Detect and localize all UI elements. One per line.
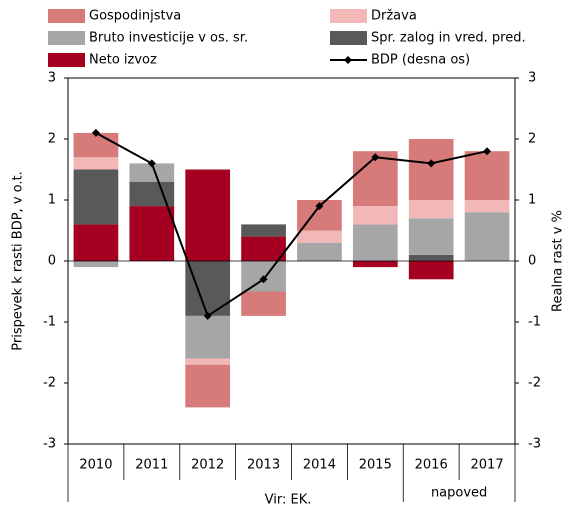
- line-marker: [315, 202, 324, 211]
- legend-swatch: [48, 53, 85, 67]
- bar-segment: [464, 151, 510, 200]
- legend-label: Spr. zalog in vred. pred.: [371, 31, 526, 46]
- line-series: [95, 132, 488, 318]
- bar-segment: [241, 236, 286, 261]
- x-tick-label: 2010: [79, 458, 112, 473]
- x-tick-label: 2017: [471, 458, 504, 473]
- bar-segment: [241, 291, 286, 316]
- bar-segment: [185, 261, 231, 316]
- x-tick-label: 2011: [135, 458, 168, 473]
- x-tick-label: 2012: [191, 458, 224, 473]
- bar-segment: [352, 261, 398, 268]
- bar-segment: [408, 139, 454, 200]
- bar-segment: [73, 224, 119, 261]
- bar-segment: [73, 157, 119, 170]
- line-marker: [147, 159, 156, 168]
- line-marker: [371, 153, 380, 162]
- bar-segment: [73, 169, 119, 225]
- legend-label: Neto izvoz: [89, 53, 157, 68]
- legend-label: Bruto investicije v os. sr.: [89, 31, 248, 46]
- bar-segment: [464, 200, 510, 213]
- y-tick-label: 2: [48, 132, 56, 147]
- y-tick-label: -3: [43, 437, 56, 452]
- bar-segment: [408, 254, 454, 261]
- y2-axis-title: Realna rast v %: [551, 210, 566, 312]
- y2-tick-label: -3: [528, 437, 541, 452]
- y2-tick-label: -1: [528, 315, 541, 330]
- bar-segment: [185, 169, 231, 261]
- bar-segment: [185, 358, 231, 365]
- y2-tick-label: 0: [528, 254, 536, 269]
- legend-swatch: [48, 31, 85, 45]
- x-tick-label: 2016: [415, 458, 448, 473]
- line-marker: [91, 128, 100, 137]
- bar-segment: [129, 206, 175, 261]
- y-tick-label: -1: [43, 315, 56, 330]
- legend-label: Gospodinjstva: [89, 9, 181, 24]
- bar-segment: [129, 181, 175, 207]
- y-tick-label: 3: [48, 71, 56, 86]
- bar-segment: [185, 315, 231, 359]
- y2-tick-label: -2: [528, 376, 541, 391]
- y2-tick-label: 1: [528, 193, 536, 208]
- legend-swatch: [48, 9, 85, 23]
- x-tick-label: 2013: [247, 458, 280, 473]
- y-axis-title: Prispevek k rasti BDP, v o.t.: [11, 171, 26, 350]
- y-tick-label: 0: [48, 254, 56, 269]
- bar-segment: [297, 242, 342, 261]
- y2-tick-label: 2: [528, 132, 536, 147]
- bar-segment: [408, 261, 454, 280]
- bar-segment: [185, 364, 231, 408]
- y-tick-label: 1: [48, 193, 56, 208]
- line-marker: [259, 275, 268, 284]
- bar-segment: [297, 230, 342, 243]
- legend-swatch: [330, 9, 367, 23]
- bar-segment: [73, 261, 119, 268]
- bar-segment: [129, 163, 175, 182]
- legend-label: BDP (desna os): [371, 53, 470, 68]
- forecast-label: napoved: [431, 486, 487, 501]
- bar-segment: [352, 206, 398, 225]
- bar-segment: [73, 132, 119, 158]
- y2-tick-label: 3: [528, 71, 536, 86]
- bar-segment: [241, 224, 286, 237]
- x-tick-label: 2015: [359, 458, 392, 473]
- line-marker: [483, 147, 492, 156]
- legend-label: Država: [371, 9, 417, 24]
- line-marker: [203, 311, 212, 320]
- source-note: Vir: EK.: [265, 493, 312, 507]
- line-marker: [427, 159, 436, 168]
- bar-segment: [408, 218, 454, 255]
- legend-swatch: [330, 31, 367, 45]
- legend-marker: [344, 56, 352, 64]
- bar-segment: [352, 224, 398, 261]
- bar-segment: [408, 200, 454, 219]
- bar-segment: [464, 212, 510, 261]
- y-tick-label: -2: [43, 376, 56, 391]
- x-tick-label: 2014: [303, 458, 336, 473]
